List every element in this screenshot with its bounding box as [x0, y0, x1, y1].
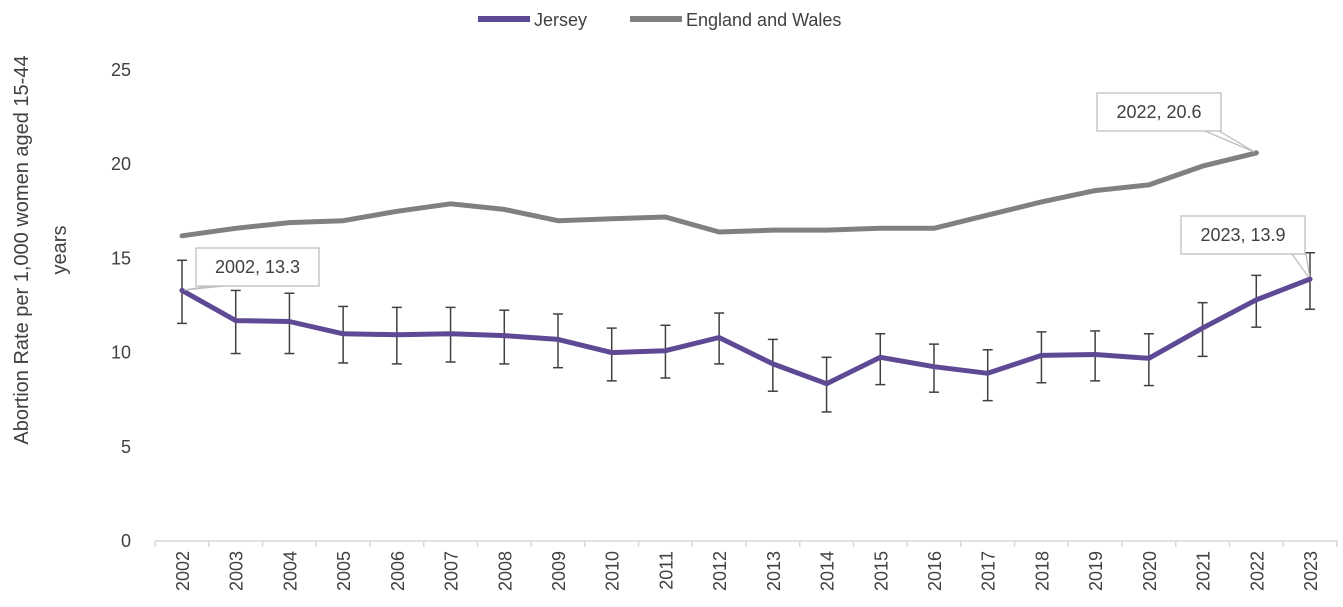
- x-tick-label: 2008: [495, 551, 515, 591]
- data-callout-label: 2022, 20.6: [1116, 102, 1201, 122]
- y-tick-label: 20: [111, 154, 131, 174]
- x-tick-label: 2006: [388, 551, 408, 591]
- x-tick-label: 2020: [1140, 551, 1160, 591]
- series-line-england-and-wales: [179, 150, 1259, 239]
- x-tick-label: 2009: [549, 551, 569, 591]
- legend-label-jersey: Jersey: [534, 10, 587, 30]
- x-tick-label: 2005: [334, 551, 354, 591]
- data-callout-label: 2023, 13.9: [1200, 225, 1285, 245]
- x-tick-label: 2017: [979, 551, 999, 591]
- x-tick-label: 2003: [227, 551, 247, 591]
- x-tick-label: 2011: [656, 551, 676, 590]
- x-tick-label: 2007: [442, 551, 462, 591]
- x-tick-label: 2004: [280, 551, 300, 591]
- y-tick-label: 0: [121, 531, 131, 551]
- legend-label-england-and-wales: England and Wales: [686, 10, 841, 30]
- legend: Jersey England and Wales: [478, 10, 841, 30]
- x-tick-label: 2010: [603, 551, 623, 591]
- x-tick-label: 2013: [764, 551, 784, 591]
- y-tick-label: 15: [111, 248, 131, 268]
- data-callout: 2002, 13.3: [179, 247, 320, 293]
- x-tick-label: 2012: [710, 551, 730, 591]
- x-tick-label: 2021: [1194, 551, 1214, 591]
- data-callout-label: 2002, 13.3: [215, 257, 300, 277]
- x-axis-ticks: 2002 2003 2004 2005 2006 2007 2008 2009 2010 2011…: [154, 541, 1338, 591]
- x-tick-label: 2002: [173, 551, 193, 591]
- y-axis-title: Abortion Rate per 1,000 women aged 15-44…: [11, 55, 71, 444]
- series-line-jersey: [179, 276, 1313, 387]
- y-tick-label: 10: [111, 343, 131, 363]
- x-tick-label: 2016: [925, 551, 945, 591]
- x-tick-label: 2015: [871, 551, 891, 591]
- y-axis-ticks: 0 5 10 15 20 25: [111, 60, 131, 551]
- y-tick-label: 25: [111, 60, 131, 80]
- data-callout: 2022, 20.6: [1096, 92, 1259, 156]
- x-tick-label: 2022: [1247, 551, 1267, 591]
- x-tick-label: 2018: [1032, 551, 1052, 591]
- data-callout: 2023, 13.9: [1180, 215, 1313, 282]
- series-lines: [179, 150, 1313, 387]
- y-axis-title-line2: years: [49, 226, 71, 275]
- y-axis-title-line1: Abortion Rate per 1,000 women aged 15-44: [11, 55, 33, 444]
- x-tick-label: 2023: [1301, 551, 1321, 591]
- x-tick-label: 2019: [1086, 551, 1106, 591]
- x-tick-label: 2014: [818, 551, 838, 591]
- callouts: 2002, 13.3 2022, 20.6 2023, 13.9: [179, 92, 1313, 293]
- y-tick-label: 5: [121, 437, 131, 457]
